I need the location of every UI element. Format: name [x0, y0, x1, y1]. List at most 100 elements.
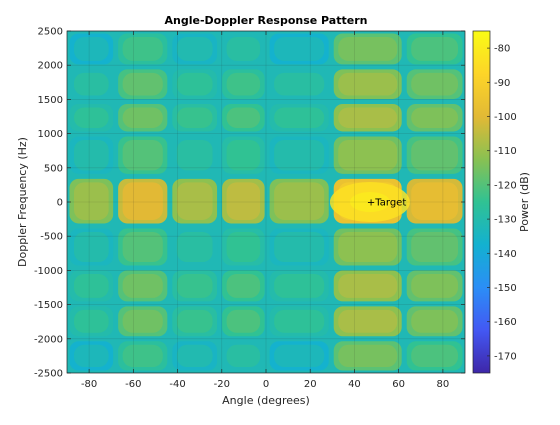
colorbar-tick-label: -90 [494, 78, 510, 89]
heatmap-cell-core [74, 37, 109, 61]
heatmap-cell-core [226, 309, 261, 333]
x-tick-label: 0 [263, 379, 269, 390]
y-axis-label: Doppler Frequency (Hz) [16, 137, 29, 267]
y-tick-label: 1500 [38, 95, 63, 106]
x-tick-label: -20 [214, 379, 230, 390]
heatmap-cell-core [274, 72, 325, 96]
heatmap-cell-core [226, 344, 261, 367]
y-tick-label: -2500 [34, 369, 63, 380]
colorbar-tick-label: -80 [494, 44, 510, 55]
heatmap-cell-core [176, 309, 213, 333]
heatmap-cell-core [122, 231, 163, 263]
heatmap-cell-core [338, 72, 398, 96]
heatmap-cell-core [274, 37, 325, 61]
y-tick-label: 500 [44, 163, 63, 174]
target-annotation: +Target [367, 198, 406, 209]
heatmap-cell-core [411, 309, 458, 333]
heatmap-cell-core [122, 72, 163, 96]
heatmap-cell-core [411, 72, 458, 96]
heatmap-cells [69, 33, 463, 371]
y-tick-label: 2500 [38, 27, 63, 38]
heatmap-cell-core [176, 37, 213, 61]
heatmap-cell-core [411, 274, 458, 298]
heatmap-cell-core [338, 231, 398, 263]
heatmap-cell-core [74, 107, 109, 128]
heatmap-cell-core [176, 344, 213, 367]
heatmap-cell-core [338, 344, 398, 367]
y-tick-label: 2000 [38, 61, 63, 72]
heatmap-cell-core [338, 274, 398, 298]
chart-title: Angle-Doppler Response Pattern [165, 14, 368, 27]
colorbar-tick-label: -110 [494, 146, 517, 157]
colorbar-tick-label: -170 [494, 351, 517, 362]
heatmap-cell-core [226, 139, 261, 171]
y-tick-label: -1000 [34, 266, 63, 277]
heatmap-cell-core [122, 344, 163, 367]
heatmap-cell-core [74, 72, 109, 96]
heatmap-cell-core [122, 309, 163, 333]
heatmap-cell-core [338, 107, 398, 128]
heatmap-cell-core [74, 274, 109, 298]
colorbar-tick-label: -120 [494, 180, 517, 191]
colorbar-label: Power (dB) [518, 172, 531, 232]
heatmap-cell-core [226, 182, 261, 220]
heatmap-cell-core [274, 344, 325, 367]
heatmap-cell-core [274, 182, 325, 220]
heatmap-cell-core [74, 182, 109, 220]
heatmap-cell-core [411, 107, 458, 128]
y-tick-label: -2000 [34, 334, 63, 345]
x-tick-label: 80 [437, 379, 450, 390]
heatmap-cell-core [176, 107, 213, 128]
heatmap-cell-core [411, 182, 458, 220]
heatmap-cell-core [338, 309, 398, 333]
colorbar: -80 -90 -100 -110 -120 -130 -140 -150 -160 -170 [472, 30, 517, 374]
heatmap-cell-core [122, 37, 163, 61]
y-tick-label: 1000 [38, 129, 63, 140]
heatmap-cell-core [338, 139, 398, 171]
heatmap-cell-core [176, 274, 213, 298]
heatmap-cell-core [176, 72, 213, 96]
heatmap-cell-core [411, 231, 458, 263]
x-tick-label: -40 [169, 379, 185, 390]
x-tick-label: -60 [125, 379, 141, 390]
heatmap-cell-core [226, 107, 261, 128]
heatmap-cell-core [74, 309, 109, 333]
colorbar-tick-label: -140 [494, 249, 517, 260]
heatmap-cell-core [176, 231, 213, 263]
heatmap-cell-core [122, 182, 163, 220]
y-tick-label: 0 [57, 198, 63, 209]
heatmap-cell-core [176, 139, 213, 171]
heatmap-cell-core [338, 37, 398, 61]
x-tick-label: -80 [81, 379, 97, 390]
axis-ticks: -80 -60 -40 -20 0 20 40 60 80 -2500 -2000 -1500 -100… [34, 27, 465, 390]
heatmap-cell-core [226, 37, 261, 61]
heatmap-cell-core [411, 37, 458, 61]
colorbar-tick-label: -160 [494, 317, 517, 328]
heatmap-cell-core [274, 107, 325, 128]
heatmap-cell-core [274, 231, 325, 263]
heatmap-cell-core [74, 139, 109, 171]
colorbar-tick-label: -150 [494, 283, 517, 294]
heatmap-cell-core [176, 182, 213, 220]
heatmap-cell-core [122, 274, 163, 298]
heatmap-cell-core [411, 344, 458, 367]
heatmap-cell-core [411, 139, 458, 171]
heatmap-cell-core [226, 231, 261, 263]
heatmap-cell-core [74, 344, 109, 367]
heatmap-cell-core [274, 309, 325, 333]
heatmap-cell-core [274, 139, 325, 171]
x-tick-label: 60 [392, 379, 405, 390]
heatmap-cell-core [122, 139, 163, 171]
heatmap-cell-core [274, 274, 325, 298]
y-tick-label: -1500 [34, 300, 63, 311]
x-tick-label: 20 [304, 379, 317, 390]
heatmap-cell-core [74, 231, 109, 263]
x-tick-label: 40 [348, 379, 361, 390]
y-tick-label: -500 [40, 232, 63, 243]
x-axis-label: Angle (degrees) [222, 394, 310, 407]
plot-area: -80 -60 -40 -20 0 20 40 60 80 -2500 -2000 -1500 -100… [34, 27, 466, 390]
heatmap-cell-core [122, 107, 163, 128]
colorbar-tick-label: -130 [494, 215, 517, 226]
target-peak-core [349, 192, 390, 212]
